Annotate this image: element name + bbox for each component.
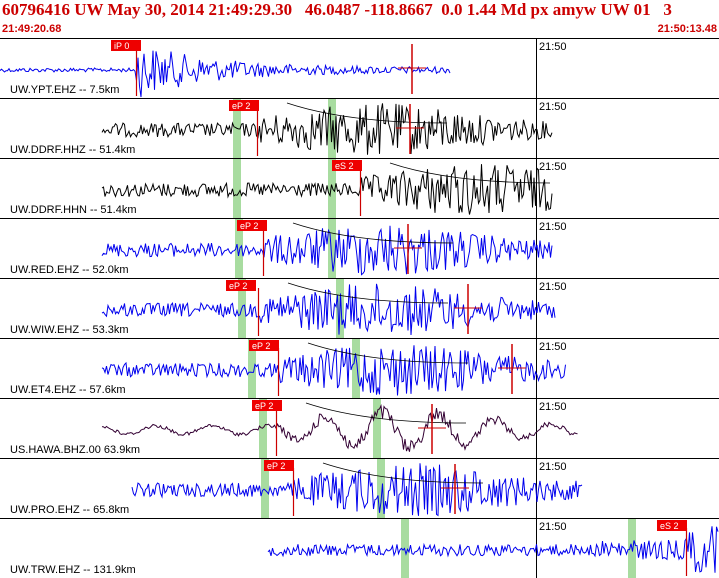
station-label: UW.PRO.EHZ -- 65.8km bbox=[10, 504, 129, 516]
travel-curve bbox=[307, 342, 469, 364]
pick-box bbox=[249, 340, 279, 351]
phase-band bbox=[328, 219, 336, 278]
waveform bbox=[101, 225, 553, 276]
phase-band bbox=[248, 339, 256, 398]
phase-band bbox=[235, 219, 243, 278]
pick-label: eP 2 bbox=[240, 221, 258, 231]
station-label: UW.TRW.EHZ -- 131.9km bbox=[10, 564, 136, 576]
event-title: 60796416 UW May 30, 2014 21:49:29.30 46.… bbox=[2, 0, 672, 19]
minute-label: 21:50 bbox=[539, 461, 567, 473]
waveform bbox=[101, 345, 566, 396]
travel-curve bbox=[305, 402, 467, 424]
trace-row: 21:50 eP 2 UW.DDRF.HHZ -- 51.4km bbox=[0, 98, 719, 158]
phase-band bbox=[377, 459, 385, 518]
pick-label: eP 2 bbox=[229, 281, 247, 291]
phase-band bbox=[259, 399, 267, 458]
pick-box bbox=[237, 220, 267, 231]
pick-box bbox=[111, 40, 141, 51]
travel-curve bbox=[389, 162, 551, 184]
station-label: UW.DDRF.HHN -- 51.4km bbox=[10, 204, 137, 216]
travel-curve bbox=[287, 282, 449, 304]
phase-band bbox=[328, 159, 336, 218]
station-label: UW.WIW.EHZ -- 53.3km bbox=[10, 324, 129, 336]
trace-row: 21:50 iP 0 UW.YPT.EHZ -- 7.5km bbox=[0, 38, 719, 98]
pick-label: eP 2 bbox=[267, 461, 285, 471]
pick-label: eP 2 bbox=[252, 341, 270, 351]
waveform bbox=[101, 164, 553, 215]
seismogram-panel[interactable]: 21:50 iP 0 UW.YPT.EHZ -- 7.5km 21:50 eP 2 UW.… bbox=[0, 38, 719, 578]
trace-row: 21:50 eS 2 UW.TRW.EHZ -- 131.9km bbox=[0, 518, 719, 578]
minute-label: 21:50 bbox=[539, 41, 567, 53]
pick-box bbox=[657, 520, 687, 531]
travel-curve bbox=[322, 462, 484, 484]
pick-box bbox=[264, 460, 294, 471]
phase-band bbox=[352, 339, 360, 398]
travel-curve bbox=[292, 222, 454, 244]
start-time: 21:49:20.68 bbox=[2, 23, 62, 35]
trace-row: 21:50 eP 2 US.HAWA.BHZ.00 63.9km bbox=[0, 398, 719, 458]
waveform bbox=[0, 50, 451, 98]
waveform bbox=[101, 404, 578, 452]
station-label: UW.RED.EHZ -- 52.0km bbox=[10, 264, 129, 276]
station-label: UW.ET4.EHZ -- 57.6km bbox=[10, 384, 126, 396]
station-label: US.HAWA.BHZ.00 63.9km bbox=[10, 444, 140, 456]
pick-label: eS 2 bbox=[660, 521, 679, 531]
trace-row: 21:50 eP 2 UW.WIW.EHZ -- 53.3km bbox=[0, 278, 719, 338]
minute-label: 21:50 bbox=[539, 401, 567, 413]
pick-box bbox=[226, 280, 256, 291]
pick-label: eS 2 bbox=[335, 161, 354, 171]
waveform bbox=[131, 463, 583, 517]
phase-band bbox=[373, 399, 381, 458]
pick-label: iP 0 bbox=[114, 41, 129, 51]
pick-box bbox=[229, 100, 259, 111]
phase-band bbox=[261, 459, 269, 518]
minute-label: 21:50 bbox=[539, 521, 567, 533]
trace-row: 21:50 eS 2 UW.DDRF.HHN -- 51.4km bbox=[0, 158, 719, 218]
waveform bbox=[267, 526, 719, 573]
minute-label: 21:50 bbox=[539, 221, 567, 233]
waveform bbox=[101, 103, 553, 155]
pick-box bbox=[332, 160, 362, 171]
travel-curve bbox=[286, 102, 448, 124]
phase-band bbox=[233, 159, 241, 218]
waveform bbox=[101, 283, 556, 336]
pick-label: eP 2 bbox=[232, 101, 250, 111]
pick-box bbox=[252, 400, 282, 411]
end-time: 21:50:13.48 bbox=[657, 23, 717, 35]
station-label: UW.DDRF.HHZ -- 51.4km bbox=[10, 144, 135, 156]
trace-row: 21:50 eP 2 UW.PRO.EHZ -- 65.8km bbox=[0, 458, 719, 518]
minute-label: 21:50 bbox=[539, 101, 567, 113]
minute-label: 21:50 bbox=[539, 161, 567, 173]
station-label: UW.YPT.EHZ -- 7.5km bbox=[10, 84, 119, 96]
minute-label: 21:50 bbox=[539, 281, 567, 293]
pick-label: eP 2 bbox=[255, 401, 273, 411]
trace-row: 21:50 eP 2 UW.RED.EHZ -- 52.0km bbox=[0, 218, 719, 278]
minute-label: 21:50 bbox=[539, 341, 567, 353]
event-header: 60796416 UW May 30, 2014 21:49:29.30 46.… bbox=[0, 0, 719, 38]
trace-row: 21:50 eP 2 UW.ET4.EHZ -- 57.6km bbox=[0, 338, 719, 398]
